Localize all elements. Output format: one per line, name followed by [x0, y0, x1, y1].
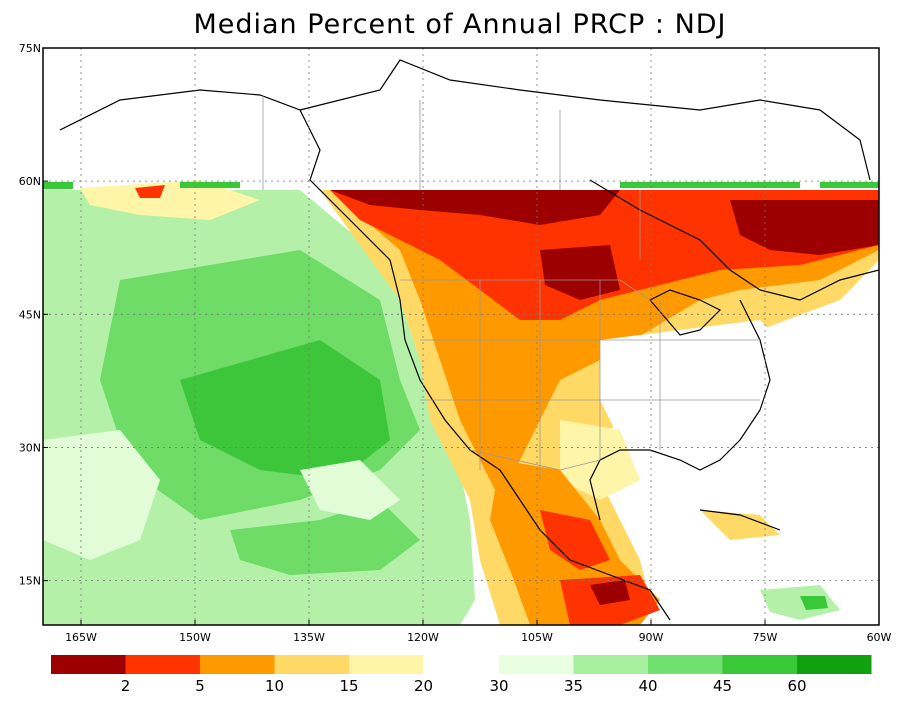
longitude-labels: 165W 150W 135W 120W 105W 90W 75W 60W: [65, 631, 891, 644]
legend-swatch-dry: [51, 655, 126, 674]
legend-swatch-wet: [797, 655, 872, 674]
tick-marks: [43, 47, 880, 625]
lon-tick-label: 90W: [639, 631, 664, 644]
lat-tick-label: 60N: [19, 175, 41, 188]
legend-label-wet: 35: [564, 677, 583, 695]
legend-label-dry: 2: [121, 677, 131, 695]
legend-label-dry: 15: [339, 677, 358, 695]
lat-tick-label: 45N: [19, 308, 41, 321]
lon-tick-label: 75W: [753, 631, 778, 644]
legend-swatch-wet: [573, 655, 648, 674]
lon-tick-label: 135W: [293, 631, 325, 644]
legend-swatch-dry: [200, 655, 275, 674]
legend-swatch-dry: [274, 655, 349, 674]
legend-swatch-dry: [349, 655, 424, 674]
legend-label-dry: 5: [195, 677, 205, 695]
lon-tick-label: 165W: [65, 631, 97, 644]
legend-swatch-wet: [648, 655, 723, 674]
legend-label-wet: 60: [787, 677, 806, 695]
legend-swatch-dry: [125, 655, 200, 674]
lat-tick-label: 30N: [19, 441, 41, 454]
lat-tick-label: 15N: [19, 575, 41, 588]
legend-label-dry: 20: [414, 677, 433, 695]
lat-tick-label: 75N: [19, 42, 41, 55]
legend-label-wet: 40: [638, 677, 657, 695]
lon-tick-label: 150W: [179, 631, 211, 644]
legend-swatch-wet: [499, 655, 574, 674]
legend-label-wet: 30: [489, 677, 508, 695]
map-frame: [42, 47, 880, 626]
legend-label-wet: 45: [713, 677, 732, 695]
lon-tick-label: 120W: [407, 631, 439, 644]
coastlines: [59, 59, 879, 621]
lon-tick-label: 105W: [521, 631, 553, 644]
map-title: Median Percent of Annual PRCP : NDJ: [193, 9, 726, 40]
precip-field: [43, 48, 879, 625]
color-legend: 2 5 10 15 20 30 35 40 45 60: [51, 655, 872, 695]
latitude-labels: 75N 60N 45N 30N 15N: [19, 42, 41, 588]
lon-tick-label: 60W: [867, 631, 892, 644]
legend-label-dry: 10: [265, 677, 284, 695]
political-borders: [262, 95, 760, 480]
legend-swatch-wet: [722, 655, 797, 674]
